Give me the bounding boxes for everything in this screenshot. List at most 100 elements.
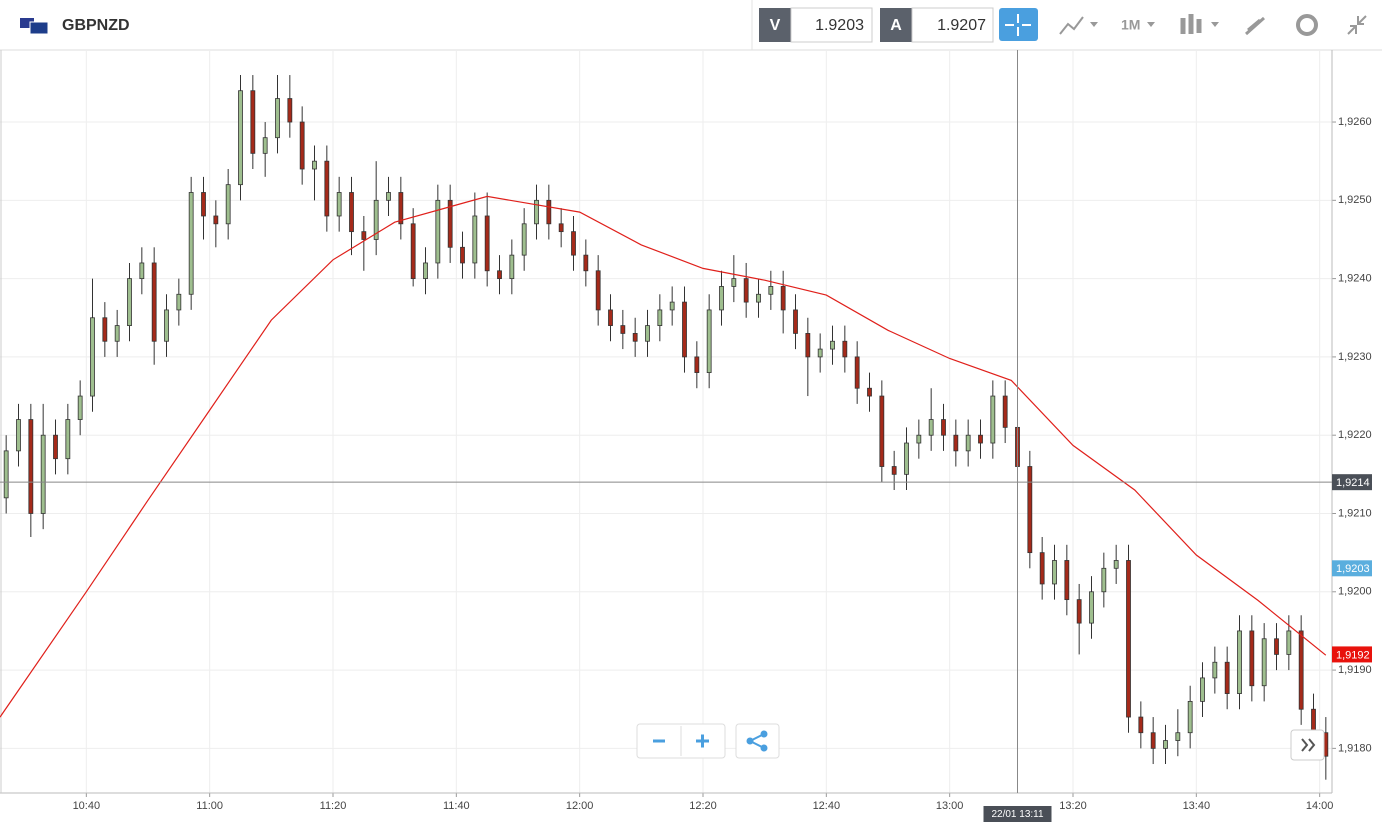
- x-tick-label: 11:00: [196, 800, 223, 812]
- candle-body: [928, 419, 934, 436]
- candle-body: [978, 434, 983, 444]
- candle-body: [1039, 552, 1045, 585]
- zoom-in-button[interactable]: [696, 734, 709, 748]
- y-tick-label: 1,9190: [1338, 664, 1372, 676]
- candle-body: [682, 301, 687, 358]
- crosshair-y-tag: [1332, 474, 1372, 491]
- dropdown-icon: [1211, 22, 1219, 27]
- chart-type-button[interactable]: [1059, 16, 1084, 35]
- candle-body: [77, 395, 83, 420]
- candle-body: [706, 309, 712, 373]
- y-tick-label: 1,9250: [1338, 194, 1372, 206]
- candle-body: [299, 121, 305, 170]
- candle-body: [225, 184, 231, 225]
- sell-price: 1.9203: [815, 17, 864, 34]
- candle-body: [632, 333, 638, 342]
- scroll-end-icon: [1301, 738, 1316, 752]
- candle-body: [965, 434, 971, 452]
- crosshair-button[interactable]: [999, 8, 1038, 41]
- sell-button[interactable]: [759, 8, 791, 42]
- candle-body: [793, 309, 798, 334]
- candle-body: [916, 434, 922, 444]
- x-tick-label: 10:40: [73, 800, 101, 812]
- last-price-tag-label: 1,9192: [1336, 649, 1370, 661]
- candle-body: [65, 419, 71, 460]
- crosshair-x-tag: [983, 806, 1052, 822]
- candle-body: [287, 98, 293, 123]
- candle-body: [1261, 638, 1267, 687]
- candle-body: [472, 215, 478, 264]
- candle-body: [904, 442, 909, 475]
- candle-body: [1052, 560, 1057, 585]
- sell-label: V: [770, 17, 781, 34]
- candle-body: [645, 325, 650, 342]
- crosshair-y-label: 1,9214: [1336, 477, 1370, 489]
- candle-body: [213, 215, 219, 225]
- x-tick-label: 13:00: [936, 800, 964, 812]
- candle-body: [805, 333, 811, 358]
- y-tick-label: 1,9240: [1338, 273, 1372, 285]
- candle-body: [460, 246, 465, 264]
- candle-body: [583, 254, 589, 272]
- candle-body: [1249, 630, 1255, 687]
- candle-body: [164, 309, 169, 342]
- bid-price-tag: [1332, 560, 1372, 577]
- candle-body: [1076, 599, 1082, 624]
- bid-price-tag-label: 1,9203: [1336, 563, 1370, 575]
- candle-body: [1311, 708, 1316, 734]
- flag-gb: [20, 18, 34, 28]
- candle-body: [768, 286, 774, 295]
- last-price-tag: [1332, 646, 1372, 663]
- candle-body: [990, 395, 996, 444]
- candle-body: [497, 270, 502, 280]
- candle-body: [546, 199, 552, 225]
- candle-body: [1224, 661, 1230, 694]
- fullscreen-button[interactable]: [1347, 15, 1367, 35]
- candle-style-button[interactable]: [1180, 14, 1202, 34]
- candle-body: [1150, 732, 1156, 749]
- candle-body: [16, 419, 21, 452]
- settings-button[interactable]: [1296, 14, 1318, 36]
- candle-body: [669, 301, 675, 311]
- candle-body: [879, 395, 885, 467]
- candle-body: [657, 309, 663, 326]
- candle-body: [114, 325, 120, 342]
- candle-body: [1200, 677, 1205, 702]
- candle-body: [595, 270, 601, 311]
- timeframe-button[interactable]: 1M: [1121, 17, 1140, 33]
- candle-body: [1002, 395, 1008, 428]
- candle-body: [386, 192, 391, 201]
- y-tick-label: 1,9220: [1338, 429, 1372, 441]
- candle-body: [1298, 630, 1304, 710]
- buy-price-box[interactable]: [911, 7, 994, 43]
- y-tick-label: 1,9210: [1338, 507, 1372, 519]
- share-button[interactable]: [746, 730, 768, 752]
- sell-price-box[interactable]: [790, 7, 873, 43]
- candle-body: [1163, 740, 1168, 749]
- candle-body: [1089, 591, 1094, 624]
- candle-body: [694, 356, 700, 373]
- candle-body: [756, 293, 761, 303]
- dropdown-icon: [1147, 22, 1155, 27]
- x-tick-label: 11:40: [443, 800, 470, 812]
- candle-body: [620, 325, 626, 334]
- candle-body: [176, 293, 182, 311]
- buy-button[interactable]: [880, 8, 912, 42]
- candle-body: [1237, 630, 1242, 694]
- candle-body: [1274, 638, 1279, 655]
- candle-body: [1187, 700, 1193, 734]
- candle-body: [102, 317, 108, 342]
- candle-body: [324, 160, 330, 217]
- candle-body: [571, 231, 576, 256]
- candle-body: [1126, 560, 1131, 718]
- draw-tool-button[interactable]: [1245, 16, 1265, 36]
- candle-body: [127, 278, 132, 326]
- toolbar-bg: [0, 0, 1382, 50]
- x-tick-label: 12:40: [813, 800, 841, 812]
- y-tick-label: 1,9180: [1338, 742, 1372, 754]
- candle-body: [731, 278, 737, 287]
- candle-body: [139, 262, 145, 280]
- y-tick-label: 1,9230: [1338, 351, 1372, 363]
- candle-body: [1286, 630, 1292, 655]
- crosshair-x-label: 22/01 13:11: [991, 809, 1044, 820]
